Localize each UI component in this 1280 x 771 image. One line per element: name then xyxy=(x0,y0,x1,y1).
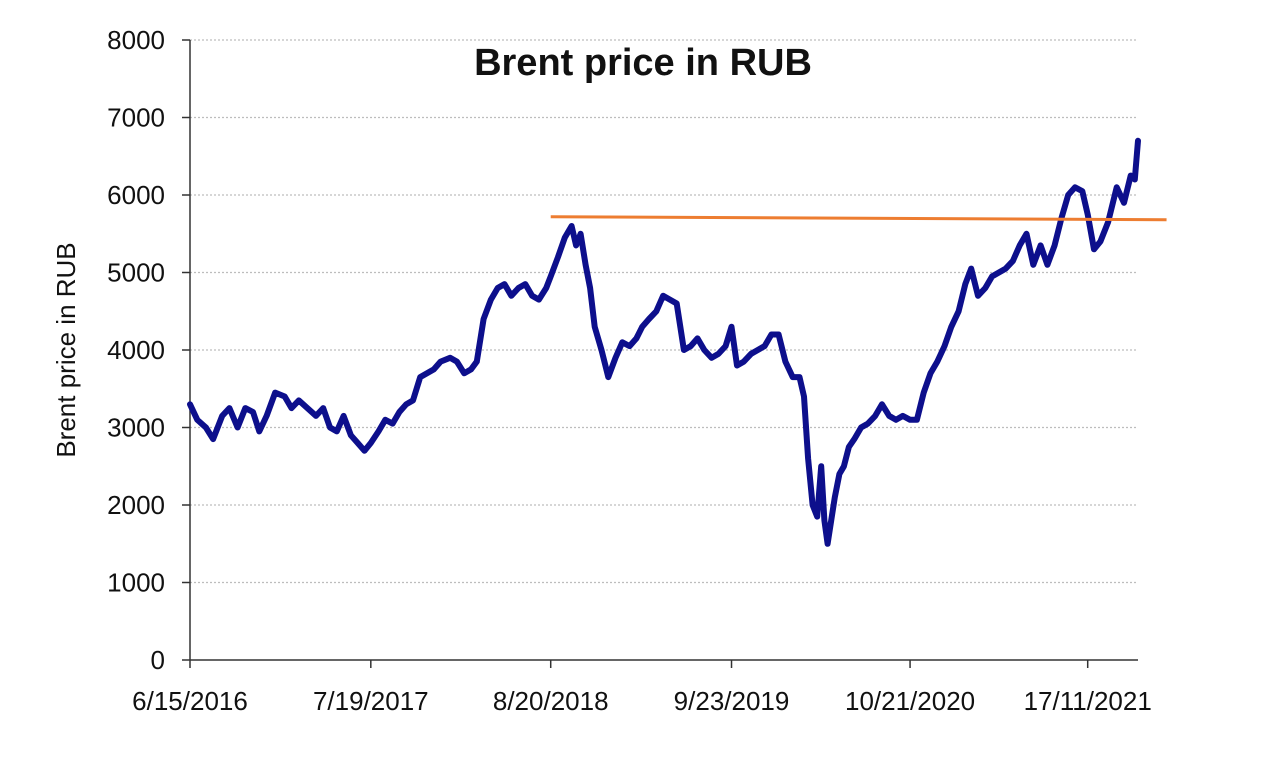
y-axis-title: Brent price in RUB xyxy=(51,242,81,457)
y-tick-label: 3000 xyxy=(107,413,165,443)
x-tick-label: 17/11/2021 xyxy=(1024,686,1152,716)
x-tick-label: 9/23/2019 xyxy=(674,686,790,716)
grid-layer xyxy=(190,39,1138,584)
chart-title: Brent price in RUB xyxy=(474,42,812,84)
y-tick-label: 7000 xyxy=(107,103,165,133)
axes-layer: 0 1000 2000 3000 4000 5000 6000 7000 8000 6/15/20… xyxy=(107,25,1152,716)
reference-line xyxy=(550,215,1167,222)
y-tick-label: 4000 xyxy=(107,335,165,365)
y-tick-label: 5000 xyxy=(107,258,165,288)
y-tick-label: 8000 xyxy=(107,25,165,55)
brent-price-series-line xyxy=(187,137,1141,547)
y-tick-label: 6000 xyxy=(107,180,165,210)
x-tick-label: 6/15/2016 xyxy=(132,686,248,716)
x-tick-label: 7/19/2017 xyxy=(313,686,429,716)
y-tick-label: 2000 xyxy=(107,490,165,520)
series-layer xyxy=(187,137,1167,547)
x-tick-label: 8/20/2018 xyxy=(493,686,609,716)
y-tick-label: 0 xyxy=(151,645,165,675)
y-tick-label: 1000 xyxy=(107,568,165,598)
x-tick-label: 10/21/2020 xyxy=(845,686,975,716)
